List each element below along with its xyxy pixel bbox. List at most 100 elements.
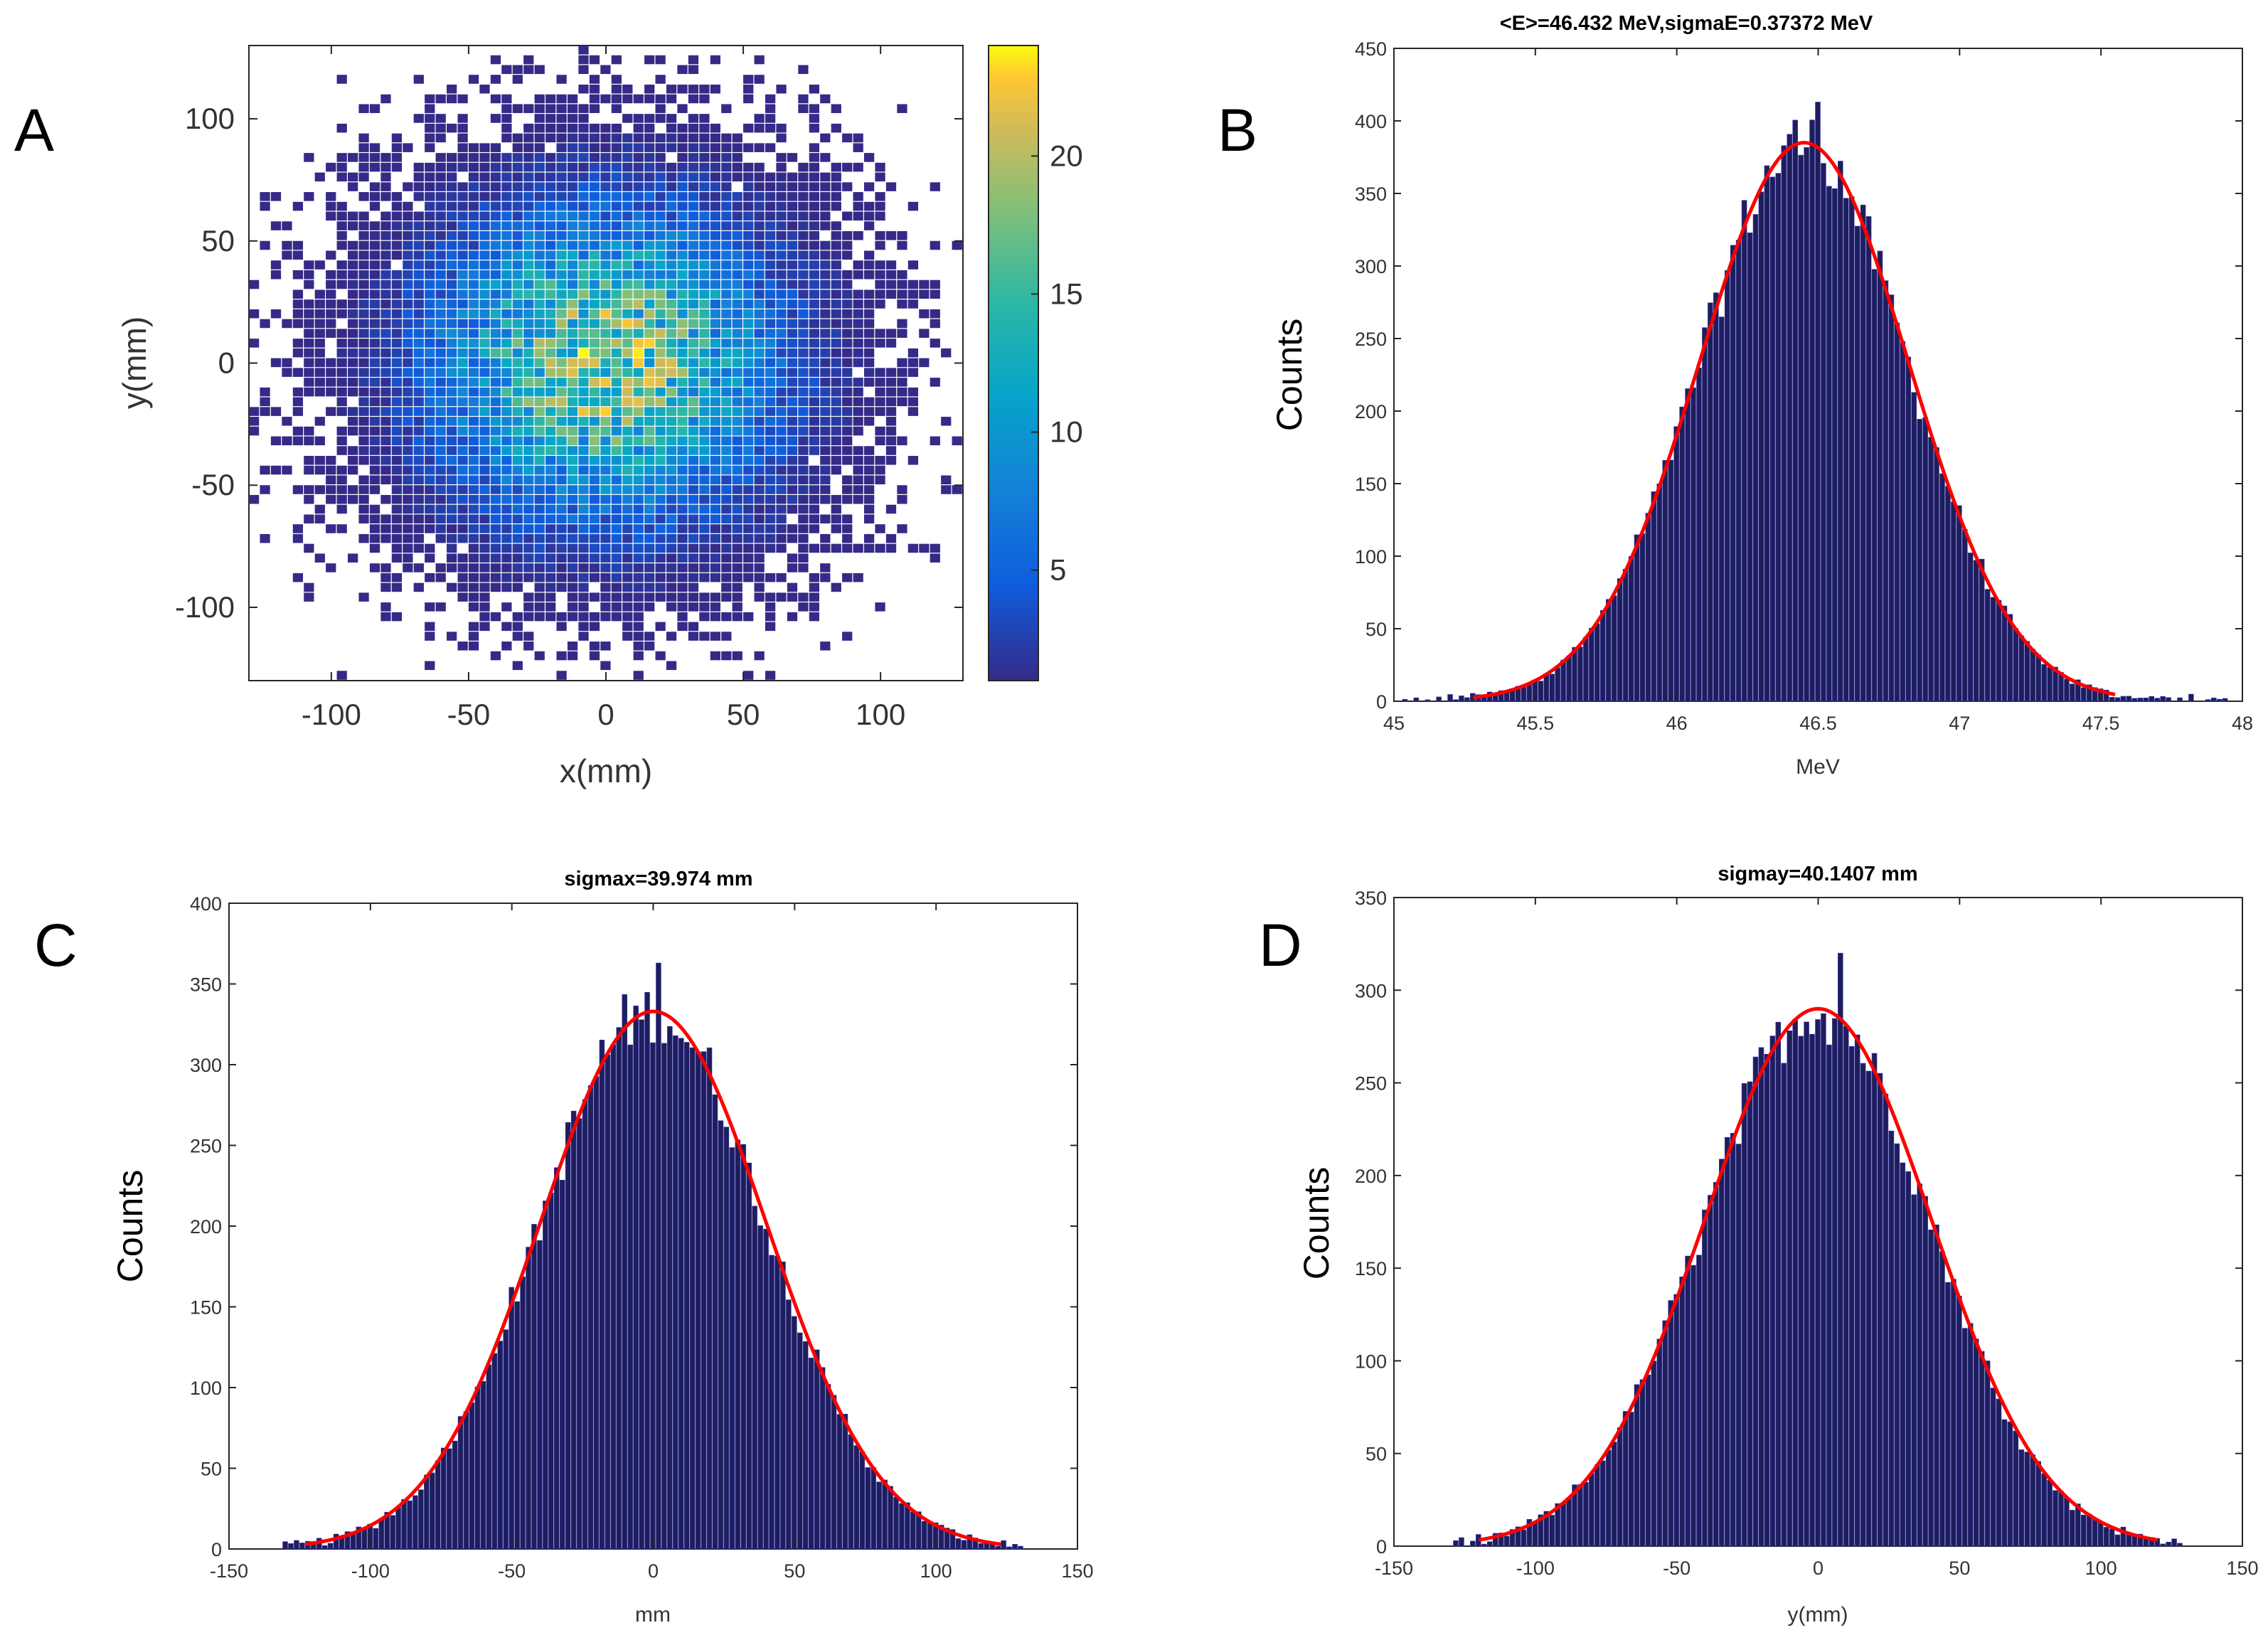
heatmap-cell [501,240,512,250]
heatmap-cell [853,270,863,280]
heatmap-cell [885,260,897,270]
heatmap-cell [348,182,358,191]
y-tick-label: 300 [1355,256,1387,277]
heatmap-cell [457,123,468,133]
histogram-bar [1979,558,1985,702]
heatmap-cell [787,456,798,465]
heatmap-cell [677,133,688,143]
heatmap-cell [512,289,523,299]
heatmap-cell [842,533,853,543]
heatmap-cell [380,211,391,221]
histogram-bar [2166,697,2171,702]
heatmap-cell [435,240,446,250]
heatmap-cell [677,475,688,485]
heatmap-cell [611,387,622,397]
histogram-bar [740,1144,747,1550]
heatmap-cell [754,543,765,553]
histogram-bar [792,1316,797,1550]
heatmap-cell [490,348,501,358]
chart-title-b: <E>=46.432 MeV,sigmaE=0.37372 MeV [1500,12,1873,35]
histogram-bar [1883,280,1889,702]
heatmap-cell [413,319,424,329]
heatmap-cell [457,494,468,504]
heatmap-cell [425,446,435,455]
heatmap-cell [732,143,742,152]
heatmap-cell [369,260,380,270]
heatmap-cell [326,299,336,309]
heatmap-cell [853,289,863,299]
heatmap-cell [754,231,765,240]
heatmap-cell [468,494,479,504]
heatmap-cell [655,426,666,436]
heatmap-cell [413,563,424,573]
histogram-bar [1764,1053,1770,1547]
heatmap-cell [369,221,380,230]
heatmap-cell [435,94,446,104]
heatmap-cell [600,299,611,309]
heatmap-cell [512,358,523,368]
heatmap-cell [863,456,875,465]
heatmap-cell [644,94,655,104]
histogram-bar [2103,689,2109,702]
heatmap-cell [885,417,897,426]
heatmap-cell [479,524,490,533]
heatmap-cell [589,553,600,563]
histogram-bar [1809,1033,1815,1547]
heatmap-cell [688,602,699,612]
heatmap-cell [490,456,501,465]
heatmap-cell [875,456,885,465]
heatmap-cell [403,436,413,446]
heatmap-cell [545,231,556,240]
heatmap-cell [314,339,325,348]
heatmap-cell [677,465,688,475]
heatmap-cell [765,192,776,201]
x-tick-label: 47 [1949,713,1970,734]
heatmap-cell [413,485,424,494]
heatmap-cell [798,240,809,250]
heatmap-cell [336,153,347,162]
histogram-bar [1543,674,1550,702]
heatmap-cell [863,368,875,377]
histogram-bar [633,1006,639,1550]
heatmap-cell [391,378,403,387]
heatmap-cell [930,378,940,387]
y-tick-label: 150 [1355,474,1387,495]
heatmap-cell [633,182,644,191]
heatmap-cell [732,475,742,485]
heatmap-cell [633,524,644,533]
heatmap-cell [633,533,644,543]
histogram-bar [1708,1195,1713,1547]
heatmap-cell [391,543,403,553]
histogram-bar [2041,664,2047,702]
heatmap-cell [391,133,403,143]
histogram-bar [1821,1013,1826,1547]
heatmap-cell [578,104,589,113]
heatmap-cell [765,533,776,543]
heatmap-cell [413,182,424,191]
heatmap-cell [820,299,831,309]
heatmap-cell [820,563,831,573]
heatmap-cell [633,368,644,377]
heatmap-cell [435,201,446,211]
histogram-bar [2053,666,2058,702]
heatmap-cell [787,182,798,191]
histogram-bar [876,1481,882,1550]
heatmap-cell [545,553,556,563]
heatmap-cell [413,221,424,230]
heatmap-cell [600,573,611,582]
heatmap-cell [622,436,633,446]
heatmap-cell [787,378,798,387]
heatmap-cell [435,456,446,465]
histogram-bar [531,1224,537,1550]
histogram-bar [1809,119,1815,702]
heatmap-cell [842,309,853,319]
histogram-bar [2137,698,2144,702]
heatmap-cell [885,387,897,397]
heatmap-cell [380,368,391,377]
heatmap-cell [447,240,457,250]
heatmap-cell [589,612,600,622]
histogram-bar [1769,1036,1776,1547]
histogram-bar [1922,417,1928,702]
heatmap-cell [831,348,841,358]
heatmap-cell [578,289,589,299]
